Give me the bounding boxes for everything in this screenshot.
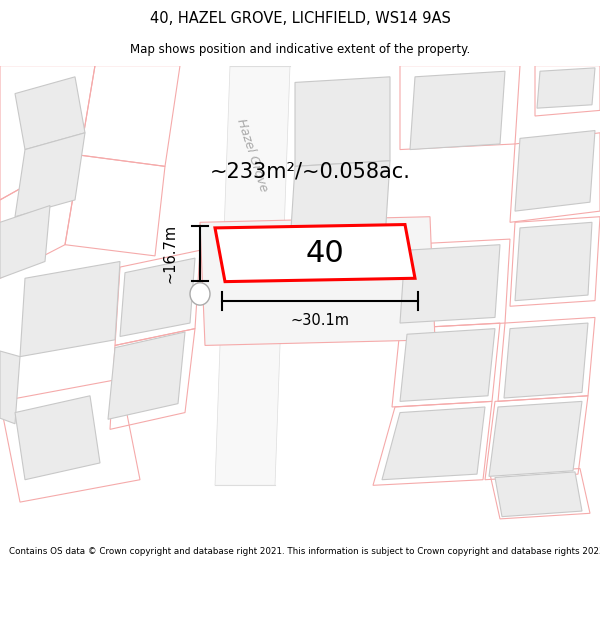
Circle shape	[190, 282, 210, 305]
Polygon shape	[15, 396, 100, 480]
Polygon shape	[215, 224, 415, 282]
Text: 40, HAZEL GROVE, LICHFIELD, WS14 9AS: 40, HAZEL GROVE, LICHFIELD, WS14 9AS	[149, 11, 451, 26]
Polygon shape	[120, 258, 195, 336]
Text: Map shows position and indicative extent of the property.: Map shows position and indicative extent…	[130, 42, 470, 56]
Text: ~16.7m: ~16.7m	[163, 224, 178, 282]
Polygon shape	[200, 217, 435, 346]
Text: ~30.1m: ~30.1m	[290, 313, 349, 328]
Polygon shape	[515, 131, 595, 211]
Polygon shape	[15, 77, 85, 149]
Polygon shape	[382, 407, 485, 480]
Polygon shape	[489, 401, 582, 476]
Polygon shape	[15, 132, 85, 217]
Polygon shape	[400, 329, 495, 401]
Text: ~233m²/~0.058ac.: ~233m²/~0.058ac.	[209, 162, 410, 182]
Polygon shape	[108, 332, 185, 419]
Polygon shape	[410, 71, 505, 149]
Polygon shape	[504, 323, 588, 398]
Text: 40: 40	[305, 239, 344, 268]
Text: Hazel Grove: Hazel Grove	[234, 117, 270, 193]
Polygon shape	[495, 472, 582, 517]
Polygon shape	[290, 161, 390, 245]
Polygon shape	[537, 68, 595, 108]
Text: Contains OS data © Crown copyright and database right 2021. This information is : Contains OS data © Crown copyright and d…	[9, 547, 600, 556]
Polygon shape	[400, 245, 500, 323]
Polygon shape	[295, 77, 390, 166]
Polygon shape	[0, 351, 20, 424]
Polygon shape	[215, 66, 290, 486]
Polygon shape	[515, 222, 592, 301]
Polygon shape	[0, 206, 50, 278]
Polygon shape	[20, 261, 120, 357]
